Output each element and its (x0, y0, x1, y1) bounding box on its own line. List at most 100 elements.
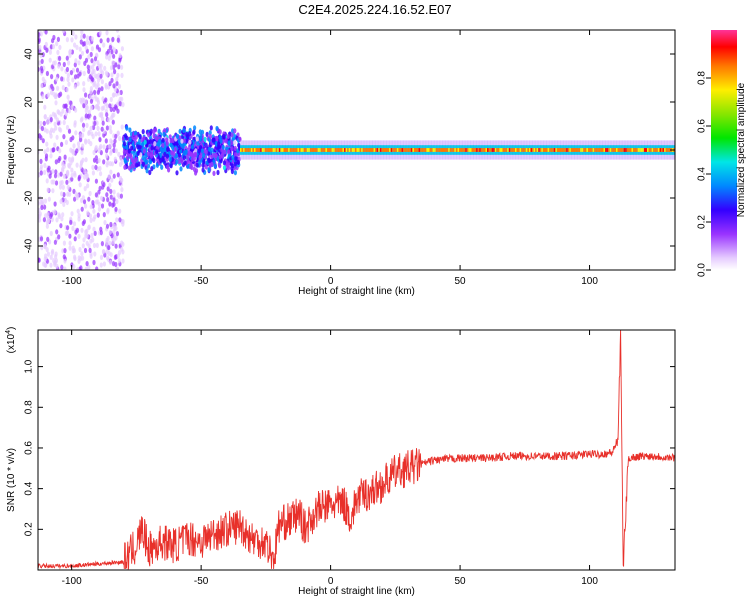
heatmap-cell (631, 148, 634, 152)
heatmap-cell (496, 148, 499, 152)
heatmap-cell (222, 133, 226, 140)
heatmap-cell (109, 221, 113, 228)
heatmap-cell (93, 230, 97, 236)
heatmap-cell (67, 128, 72, 134)
heatmap-cell (612, 148, 616, 152)
heatmap-cell (107, 174, 111, 180)
heatmap-cell (49, 90, 54, 96)
heatmap-cell (354, 148, 358, 152)
heatmap-cell (592, 148, 596, 152)
x-tick-label: -100 (62, 276, 82, 287)
heatmap-cell (201, 167, 205, 173)
heatmap-cell (38, 37, 41, 43)
heatmap-cell (121, 241, 125, 247)
heatmap-cell (289, 148, 293, 152)
heatmap-cell (51, 188, 55, 194)
heatmap-cell (110, 49, 114, 55)
heatmap-cell (115, 76, 119, 82)
heatmap-cell (95, 266, 99, 270)
heatmap-cell (620, 148, 624, 152)
heatmap-cell (281, 148, 285, 152)
heatmap-cell (222, 165, 227, 171)
heatmap-cell (105, 30, 109, 36)
y-tick-label: 0.4 (24, 481, 35, 495)
heatmap-cell (72, 264, 76, 270)
heatmap-cell (198, 136, 203, 142)
heatmap-cell (257, 148, 260, 152)
heatmap-cell (50, 127, 54, 133)
heatmap-cell (233, 128, 237, 134)
heatmap-cell (83, 247, 88, 254)
heatmap-cell (78, 182, 82, 188)
heatmap-cell (88, 213, 92, 219)
heatmap-cell (82, 81, 86, 87)
heatmap-cell (131, 158, 135, 164)
heatmap-cell (62, 163, 66, 169)
heatmap-cell (142, 135, 146, 141)
heatmap-cell (84, 108, 88, 114)
heatmap-cell (56, 85, 60, 91)
heatmap-cell (137, 161, 141, 167)
heatmap-cell (163, 151, 167, 157)
heatmap-cell (46, 251, 51, 257)
heatmap-cell (200, 148, 204, 154)
heatmap-cell (595, 148, 599, 152)
heatmap-cell (448, 148, 451, 152)
heatmap-cell (107, 143, 112, 149)
heatmap-cell (212, 170, 216, 176)
heatmap-cell (54, 180, 59, 186)
heatmap-cell (193, 125, 197, 131)
heatmap-cell (103, 65, 107, 71)
heatmap-cell (70, 104, 74, 110)
heatmap-cell (308, 148, 311, 152)
heatmap-cell (70, 148, 74, 154)
heatmap-cell (54, 159, 58, 165)
heatmap-cell (485, 148, 488, 152)
heatmap-cell (51, 111, 56, 117)
heatmap-cell (317, 148, 321, 152)
heatmap-cell (81, 143, 85, 149)
heatmap-cell (121, 219, 125, 225)
heatmap-cell (438, 148, 442, 152)
heatmap-cell (49, 153, 53, 159)
heatmap-cell (43, 262, 47, 268)
heatmap-cell (106, 235, 110, 242)
heatmap-cell (337, 148, 341, 152)
heatmap-cell (665, 148, 669, 152)
x-tick-label: 50 (455, 276, 467, 287)
heatmap-cell (57, 110, 61, 116)
heatmap-cell (100, 86, 104, 92)
heatmap-cell (98, 30, 102, 36)
heatmap-cell (258, 148, 262, 152)
heatmap-cell (473, 148, 476, 152)
heatmap-cell (116, 72, 120, 78)
heatmap-cell (92, 61, 96, 67)
heatmap-cell (108, 259, 113, 265)
heatmap-cell (190, 144, 195, 150)
heatmap-cell (207, 157, 211, 163)
heatmap-cell (94, 145, 98, 151)
heatmap-cell (114, 133, 118, 139)
heatmap-cell (39, 170, 43, 176)
heatmap-cell (69, 100, 73, 106)
heatmap-cell (515, 148, 518, 152)
heatmap-cell (657, 148, 661, 152)
heatmap-cell (249, 148, 252, 152)
heatmap-cell (586, 148, 589, 152)
heatmap-cell (188, 131, 192, 137)
heatmap-cell (116, 172, 120, 178)
heatmap-cell (78, 46, 82, 52)
heatmap-cell (89, 51, 93, 58)
heatmap-cell (643, 148, 647, 152)
heatmap-cell (43, 162, 47, 169)
heatmap-area (38, 30, 675, 270)
colorbar (711, 30, 737, 270)
heatmap-cell (432, 148, 436, 152)
heatmap-cell (116, 37, 120, 43)
heatmap-cell (40, 58, 44, 64)
heatmap-cell (327, 148, 330, 152)
heatmap-cell (192, 129, 196, 135)
heatmap-cell (173, 146, 177, 152)
heatmap-cell (393, 148, 397, 152)
heatmap-cell (570, 148, 574, 152)
